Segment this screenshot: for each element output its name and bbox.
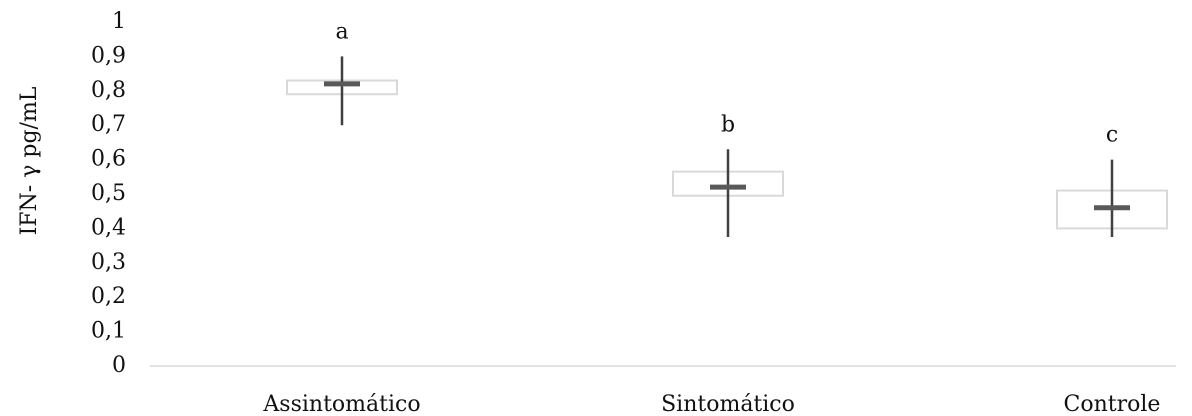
box-3: c Controle [1056,123,1168,416]
significance-letter: a [335,19,348,44]
x-category-label: Sintomático [661,392,795,416]
y-tick-label: 0,1 [91,319,126,344]
y-tick-label: 1 [112,9,126,34]
y-axis-tick-labels: 0 0,1 0,2 0,3 0,4 0,5 0,6 0,7 0,8 0,9 1 [91,9,126,378]
y-tick-label: 0,6 [91,147,126,172]
y-axis-title: IFN- γ pg/mL [17,86,42,235]
significance-letter: b [721,112,735,137]
box-1: a Assintomático [262,19,420,416]
box-2: b Sintomático [661,112,795,416]
y-tick-label: 0,2 [91,284,126,309]
y-tick-label: 0,7 [91,112,126,137]
box-series: a Assintomático b Sintomático c Controle [262,19,1168,416]
y-tick-label: 0,5 [91,181,126,206]
x-category-label: Controle [1064,392,1161,416]
x-category-label: Assintomático [262,392,420,416]
y-tick-label: 0,9 [91,43,126,68]
y-tick-label: 0,3 [91,250,126,275]
y-tick-label: 0,4 [91,215,126,240]
y-tick-label: 0,8 [91,78,126,103]
significance-letter: c [1106,123,1118,148]
y-tick-label: 0 [112,353,126,378]
